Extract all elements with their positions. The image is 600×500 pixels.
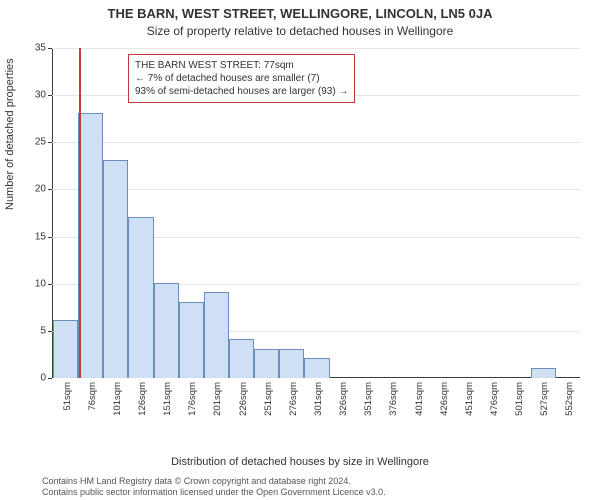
footnote-line: Contains public sector information licen…	[42, 487, 386, 498]
y-tick-label: 35	[35, 43, 46, 54]
x-tick-label: 501sqm	[514, 382, 525, 416]
x-tick-label: 201sqm	[212, 382, 223, 416]
y-tick-label: 15	[35, 231, 46, 242]
plot-area: 0510152025303551sqm76sqm101sqm126sqm151s…	[52, 48, 580, 378]
bar	[229, 339, 254, 378]
x-tick-label: 552sqm	[564, 382, 575, 416]
x-tick-label: 226sqm	[238, 382, 249, 416]
y-tick-mark	[48, 48, 52, 49]
y-tick-mark	[48, 331, 52, 332]
x-tick-label: 151sqm	[162, 382, 173, 416]
y-tick-mark	[48, 189, 52, 190]
x-tick-label: 326sqm	[338, 382, 349, 416]
x-tick-label: 76sqm	[87, 382, 98, 411]
bar	[103, 160, 128, 378]
x-tick-label: 176sqm	[187, 382, 198, 416]
y-tick-label: 25	[35, 137, 46, 148]
x-tick-label: 301sqm	[313, 382, 324, 416]
callout-line: 93% of semi-detached houses are larger (…	[135, 85, 348, 98]
y-tick-label: 5	[40, 325, 46, 336]
bar	[78, 113, 103, 378]
callout-line: THE BARN WEST STREET: 77sqm	[135, 59, 348, 72]
grid-line	[52, 189, 580, 190]
bar	[279, 349, 304, 378]
x-tick-label: 251sqm	[263, 382, 274, 416]
bar	[154, 283, 179, 378]
y-axis-label: Number of detached properties	[4, 58, 16, 210]
callout-box: THE BARN WEST STREET: 77sqm← 7% of detac…	[128, 54, 355, 103]
callout-line: ← 7% of detached houses are smaller (7)	[135, 72, 348, 85]
x-tick-label: 426sqm	[439, 382, 450, 416]
x-tick-label: 476sqm	[489, 382, 500, 416]
bar	[128, 217, 153, 378]
y-tick-mark	[48, 284, 52, 285]
grid-line	[52, 142, 580, 143]
x-axis-label: Distribution of detached houses by size …	[0, 456, 600, 468]
y-tick-mark	[48, 142, 52, 143]
y-tick-label: 10	[35, 278, 46, 289]
y-tick-mark	[48, 237, 52, 238]
y-tick-label: 20	[35, 184, 46, 195]
x-tick-label: 51sqm	[62, 382, 73, 411]
x-tick-label: 527sqm	[539, 382, 550, 416]
bar	[53, 320, 78, 378]
x-tick-label: 451sqm	[464, 382, 475, 416]
figure-container: THE BARN, WEST STREET, WELLINGORE, LINCO…	[0, 0, 600, 500]
footnote-line: Contains HM Land Registry data © Crown c…	[42, 476, 386, 487]
y-tick-label: 0	[40, 373, 46, 384]
x-tick-label: 351sqm	[363, 382, 374, 416]
bar	[204, 292, 229, 378]
grid-line	[52, 48, 580, 49]
marker-line	[79, 48, 81, 378]
bar	[304, 358, 329, 378]
x-tick-label: 276sqm	[288, 382, 299, 416]
x-tick-label: 376sqm	[388, 382, 399, 416]
y-tick-mark	[48, 95, 52, 96]
x-tick-label: 101sqm	[112, 382, 123, 416]
footnote: Contains HM Land Registry data © Crown c…	[42, 476, 386, 499]
bar	[254, 349, 279, 378]
bar	[531, 368, 556, 378]
bar	[179, 302, 204, 378]
chart-title: THE BARN, WEST STREET, WELLINGORE, LINCO…	[0, 6, 600, 21]
y-tick-label: 30	[35, 90, 46, 101]
x-tick-label: 401sqm	[414, 382, 425, 416]
y-tick-mark	[48, 378, 52, 379]
x-tick-label: 126sqm	[137, 382, 148, 416]
chart-subtitle: Size of property relative to detached ho…	[0, 24, 600, 38]
